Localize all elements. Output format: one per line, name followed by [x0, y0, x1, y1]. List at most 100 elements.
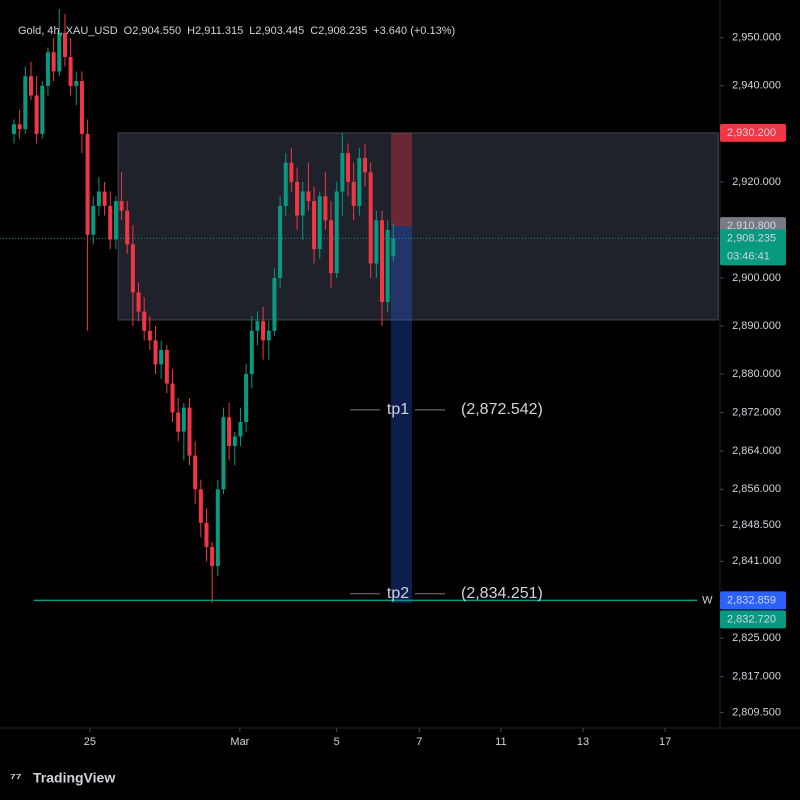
price-label: 2,908.235	[727, 232, 776, 244]
price-label: 2,832.859	[727, 594, 776, 606]
candle-body	[11, 124, 16, 134]
candle-body	[170, 383, 175, 413]
candle-body	[272, 277, 277, 331]
candle-body	[136, 292, 141, 312]
price-label-bg	[720, 229, 786, 266]
y-tick-label: 2,940.000	[732, 80, 781, 92]
y-tick-label: 2,825.000	[732, 632, 781, 644]
candle-body	[193, 455, 198, 490]
candle-body	[278, 205, 283, 278]
candle-body	[51, 52, 56, 72]
target-price: (2,872.542)	[461, 401, 543, 418]
candle-body	[346, 153, 351, 182]
y-tick-label: 2,848.500	[732, 519, 781, 531]
candle-body	[210, 546, 215, 567]
candle-body	[142, 311, 147, 331]
candle-body	[266, 330, 271, 341]
candle-body	[198, 489, 203, 523]
candle-body	[153, 340, 158, 365]
candle-body	[91, 205, 96, 235]
x-tick-label: 7	[416, 736, 422, 748]
y-tick-label: 2,890.000	[732, 320, 781, 332]
target-price: (2,834.251)	[461, 585, 543, 602]
candle-body	[23, 76, 28, 130]
candle-body	[181, 407, 186, 432]
price-label-bg	[720, 123, 786, 142]
candle-body	[215, 489, 220, 567]
candle-body	[28, 76, 33, 96]
svg-text:⁷⁷: ⁷⁷	[10, 770, 22, 786]
ohlc-key: O	[124, 25, 133, 37]
candle-body	[340, 153, 345, 192]
ohlc-key: H	[187, 25, 195, 37]
candle-body	[323, 196, 328, 221]
x-tick-label: 13	[577, 736, 589, 748]
ohlc-value: 2,904.550	[132, 25, 181, 37]
candle-body	[295, 181, 300, 216]
price-label: 2,930.200	[727, 127, 776, 139]
ohlc-value: 2,908.235	[318, 25, 367, 37]
candle-body	[187, 407, 192, 456]
tradingview-logo: ⁷⁷ TradingView	[10, 770, 115, 786]
symbol-legend: Gold, 4h, XAU_USD	[18, 25, 118, 37]
candle-body	[17, 124, 22, 130]
candle-body	[57, 33, 62, 72]
candle-body	[238, 422, 243, 437]
candle-body	[261, 321, 266, 341]
zone-box	[117, 132, 719, 321]
x-tick-label: 17	[659, 736, 671, 748]
y-tick-label: 2,950.000	[732, 32, 781, 44]
candle-body	[391, 238, 396, 257]
candle-body	[244, 374, 249, 423]
candle-body	[385, 229, 390, 302]
countdown: 03:46:41	[727, 250, 770, 262]
watermark: TradingView	[33, 770, 115, 786]
candle-body	[300, 191, 305, 216]
x-tick-label: 11	[495, 736, 506, 748]
candle-body	[363, 157, 368, 173]
candle-body	[102, 191, 107, 206]
target-name: tp1	[387, 401, 409, 418]
y-tick-label: 2,809.500	[732, 706, 781, 718]
candle-body	[351, 181, 356, 206]
stop-zone	[391, 132, 413, 227]
candle-body	[113, 201, 118, 240]
price-label: 2,832.720	[727, 613, 776, 625]
candle-body	[119, 201, 124, 211]
candle-body	[79, 81, 84, 134]
candle-body	[249, 330, 254, 375]
change: +3.640 (+0.13%)	[373, 25, 455, 37]
ohlc-key: C	[310, 25, 318, 37]
candle-body	[289, 162, 294, 182]
candle-body	[108, 205, 113, 240]
y-tick-label: 2,880.000	[732, 368, 781, 380]
x-tick-label: 25	[84, 736, 96, 748]
candle-body	[130, 244, 135, 293]
y-tick-label: 2,856.000	[732, 483, 781, 495]
candle-body	[62, 33, 67, 58]
candle-body	[125, 210, 130, 245]
candle-body	[227, 417, 232, 447]
candle-body	[34, 95, 39, 134]
candle-body	[232, 436, 237, 447]
y-tick-label: 2,817.000	[732, 670, 781, 682]
candle-body	[159, 349, 164, 365]
candle-body	[368, 172, 373, 264]
y-tick-label: 2,864.000	[732, 445, 781, 457]
candle-body	[329, 220, 334, 274]
target-name: tp2	[387, 585, 409, 602]
candle-body	[357, 157, 362, 206]
candle-body	[374, 220, 379, 264]
candle-body	[176, 412, 181, 432]
candle-body	[74, 81, 79, 86]
candle-body	[204, 522, 209, 547]
hline-label: W	[702, 594, 713, 606]
ohlc-value: 2,911.315	[195, 25, 243, 37]
candle-body	[379, 220, 384, 302]
candle-body	[334, 191, 339, 274]
x-tick-label: 5	[334, 736, 340, 748]
y-tick-label: 2,920.000	[732, 176, 781, 188]
candle-body	[312, 201, 317, 250]
